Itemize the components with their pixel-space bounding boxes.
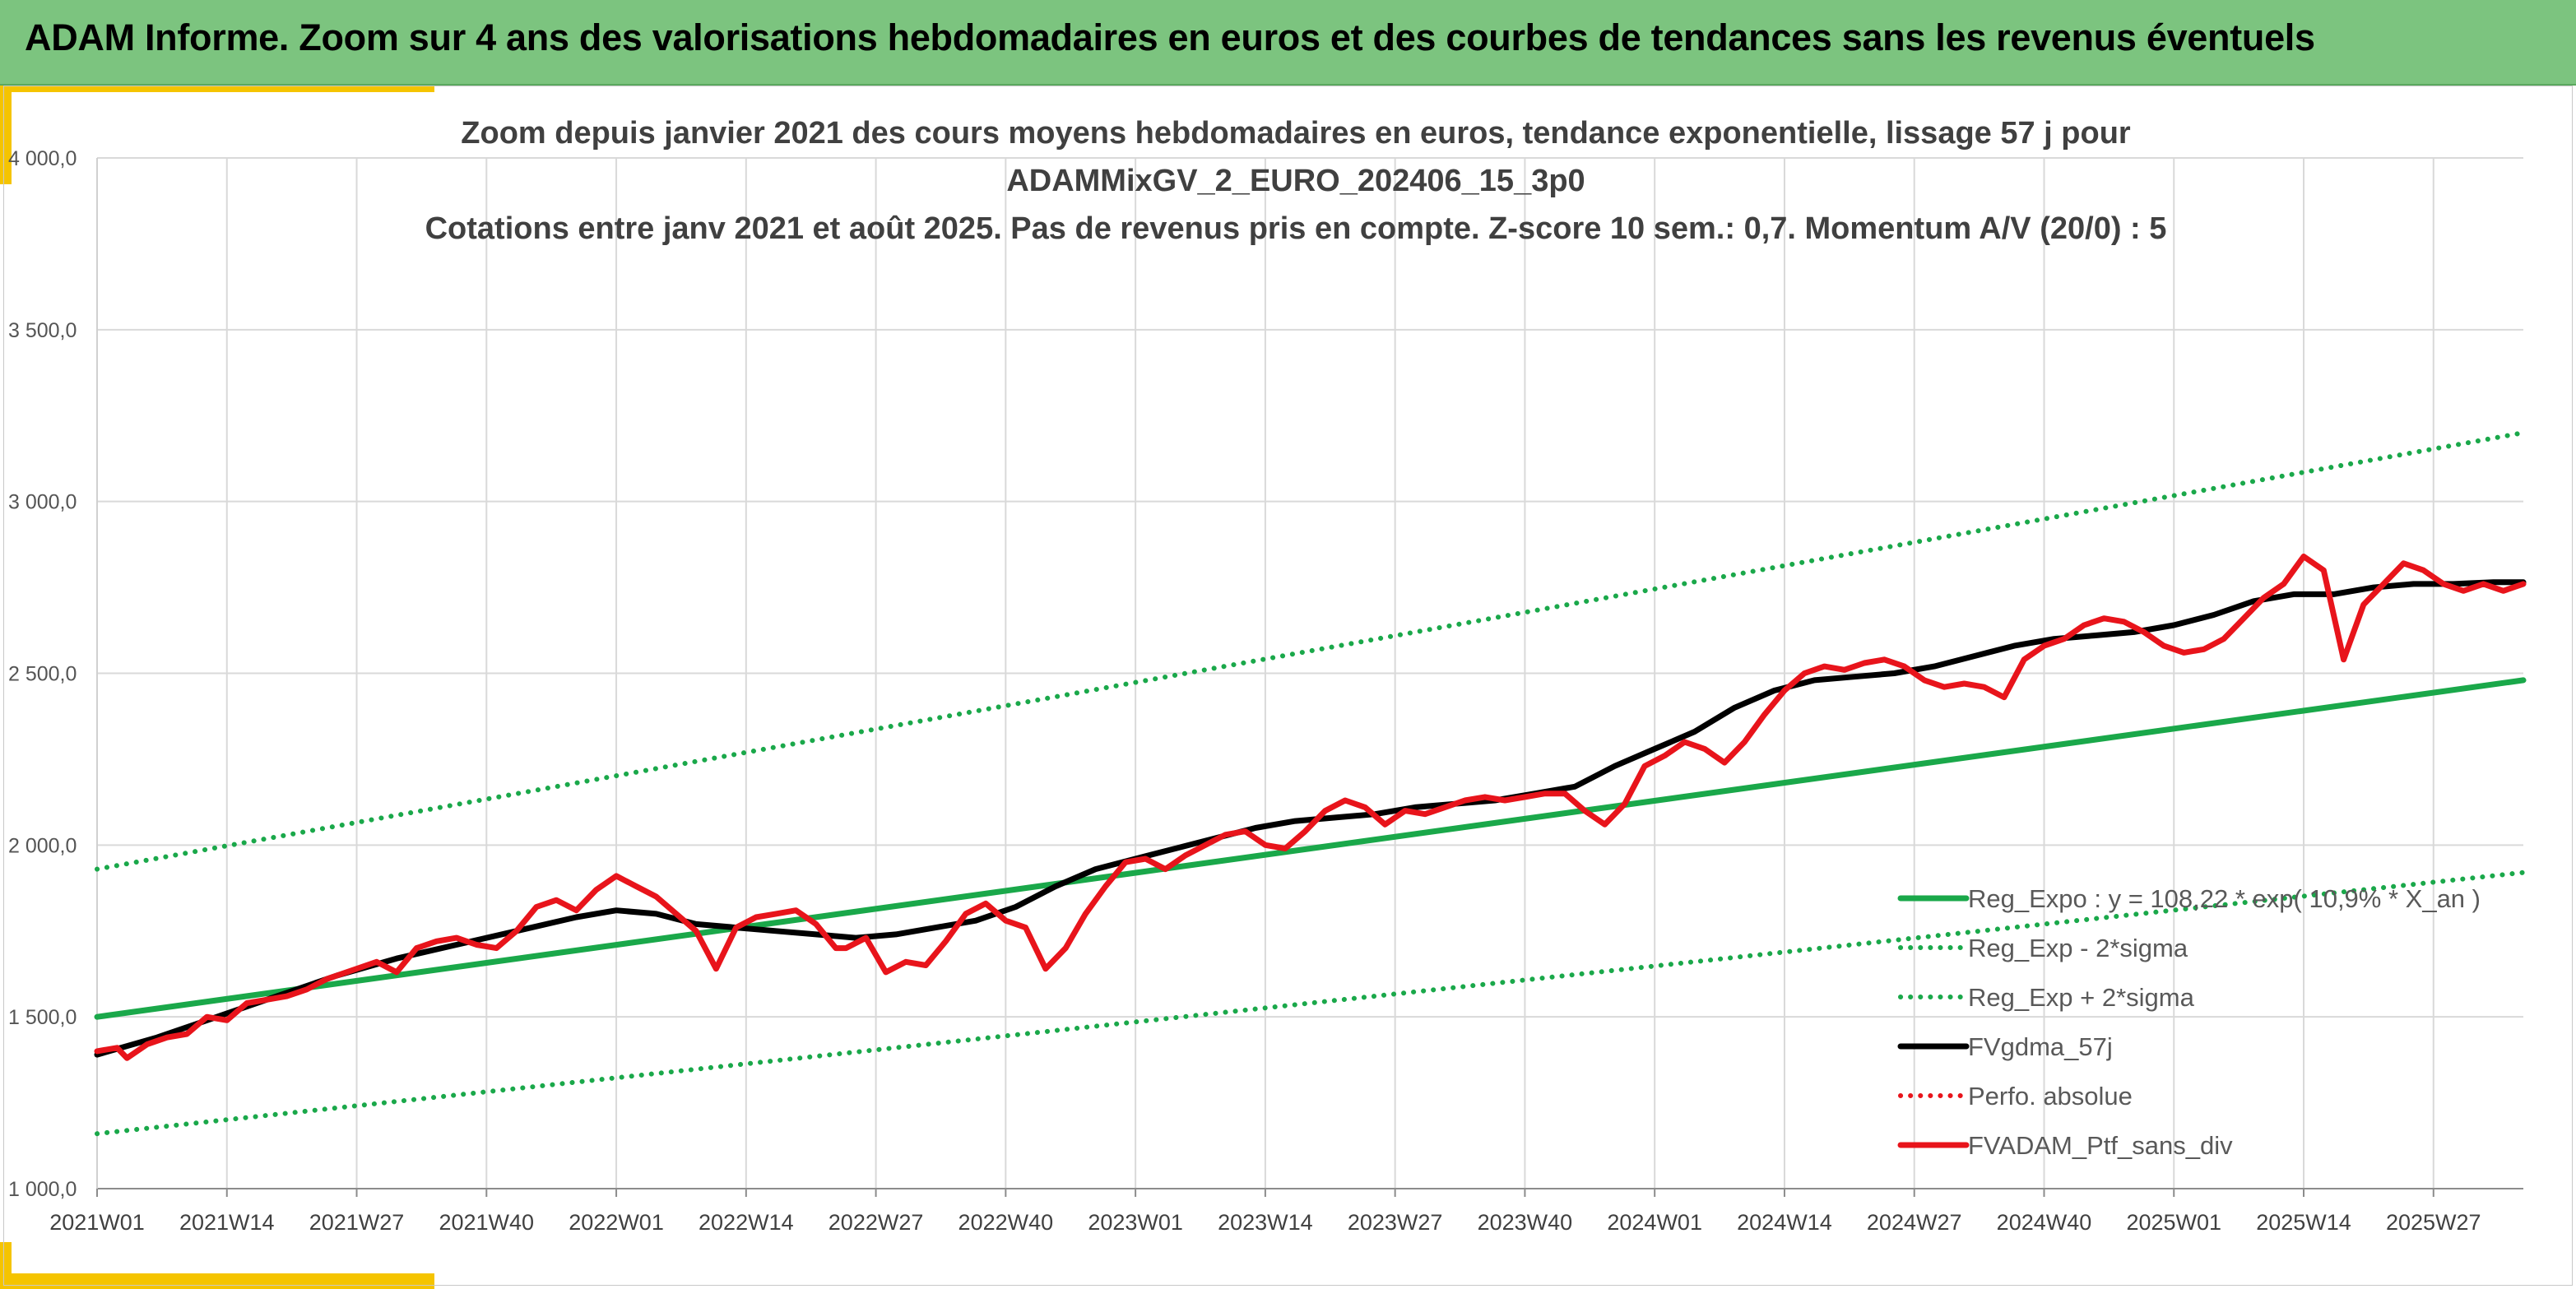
chart-title-line-1: Zoom depuis janvier 2021 des cours moyen… xyxy=(461,116,2131,151)
page-banner: ADAM Informe. Zoom sur 4 ans des valoris… xyxy=(0,0,2576,86)
x-tick-label: 2023W14 xyxy=(1218,1210,1313,1235)
accent-bar-bottom-left xyxy=(0,1242,12,1289)
x-tick-label: 2022W40 xyxy=(958,1210,1054,1235)
legend-label: Reg_Exp + 2*sigma xyxy=(1968,983,2195,1012)
x-tick-label: 2023W40 xyxy=(1478,1210,1573,1235)
x-tick-label: 2022W14 xyxy=(699,1210,794,1235)
grid-layer xyxy=(96,157,2523,1189)
y-tick-label: 3 000,0 xyxy=(8,491,77,514)
x-tick-label: 2022W01 xyxy=(569,1210,664,1235)
x-tick-label: 2022W27 xyxy=(828,1210,924,1235)
chart-title-block: Zoom depuis janvier 2021 des cours moyen… xyxy=(425,116,2167,246)
legend-label: FVADAM_Ptf_sans_div xyxy=(1968,1131,2233,1160)
series-layer xyxy=(94,430,2527,1137)
banner-title: ADAM Informe. Zoom sur 4 ans des valoris… xyxy=(25,16,2315,58)
series-line-5 xyxy=(94,554,2527,1061)
series-line-2 xyxy=(95,430,2526,872)
series-line-1 xyxy=(95,869,2526,1137)
series-line-3 xyxy=(94,579,2527,1058)
legend-label: Reg_Expo : y = 108,22 * exp( 10,9% * X_a… xyxy=(1968,884,2481,913)
x-tick-label: 2024W14 xyxy=(1737,1210,1832,1235)
x-tick-label: 2021W01 xyxy=(49,1210,145,1235)
chart-title-line-2: ADAMMixGV_2_EURO_202406_15_3p0 xyxy=(1006,164,1585,198)
accent-bar-top xyxy=(0,86,434,92)
chart-title-line-3: Cotations entre janv 2021 et août 2025. … xyxy=(425,211,2167,246)
y-tick-label: 2 500,0 xyxy=(8,663,77,686)
x-tick-label: 2024W27 xyxy=(1867,1210,1962,1235)
x-tick-label: 2024W40 xyxy=(1997,1210,2092,1235)
chart-legend: Reg_Expo : y = 108,22 * exp( 10,9% * X_a… xyxy=(1897,884,2481,1160)
x-tick-label: 2023W27 xyxy=(1348,1210,1443,1235)
y-tick-label: 2 000,0 xyxy=(8,834,77,857)
x-tick-label: 2025W14 xyxy=(2256,1210,2351,1235)
y-tick-label: 4 000,0 xyxy=(8,147,77,170)
x-tick-label: 2024W01 xyxy=(1607,1210,1702,1235)
legend-label: Perfo. absolue xyxy=(1968,1082,2133,1110)
x-tick-label: 2023W01 xyxy=(1088,1210,1183,1235)
y-tick-label: 1 000,0 xyxy=(8,1178,77,1201)
x-tick-label: 2021W27 xyxy=(309,1210,405,1235)
series-line-0 xyxy=(94,677,2527,1020)
x-tick-label: 2021W40 xyxy=(439,1210,534,1235)
chart-frame xyxy=(3,86,2573,1286)
legend-label: Reg_Exp - 2*sigma xyxy=(1968,934,2188,962)
y-tick-label: 3 500,0 xyxy=(8,319,77,342)
accent-bar-left xyxy=(0,86,12,184)
x-tick-label: 2025W27 xyxy=(2386,1210,2481,1235)
legend-label: FVgdma_57j xyxy=(1968,1032,2113,1061)
x-tick-label: 2025W01 xyxy=(2126,1210,2221,1235)
x-tick-label: 2021W14 xyxy=(179,1210,275,1235)
y-tick-label: 1 500,0 xyxy=(8,1006,77,1029)
